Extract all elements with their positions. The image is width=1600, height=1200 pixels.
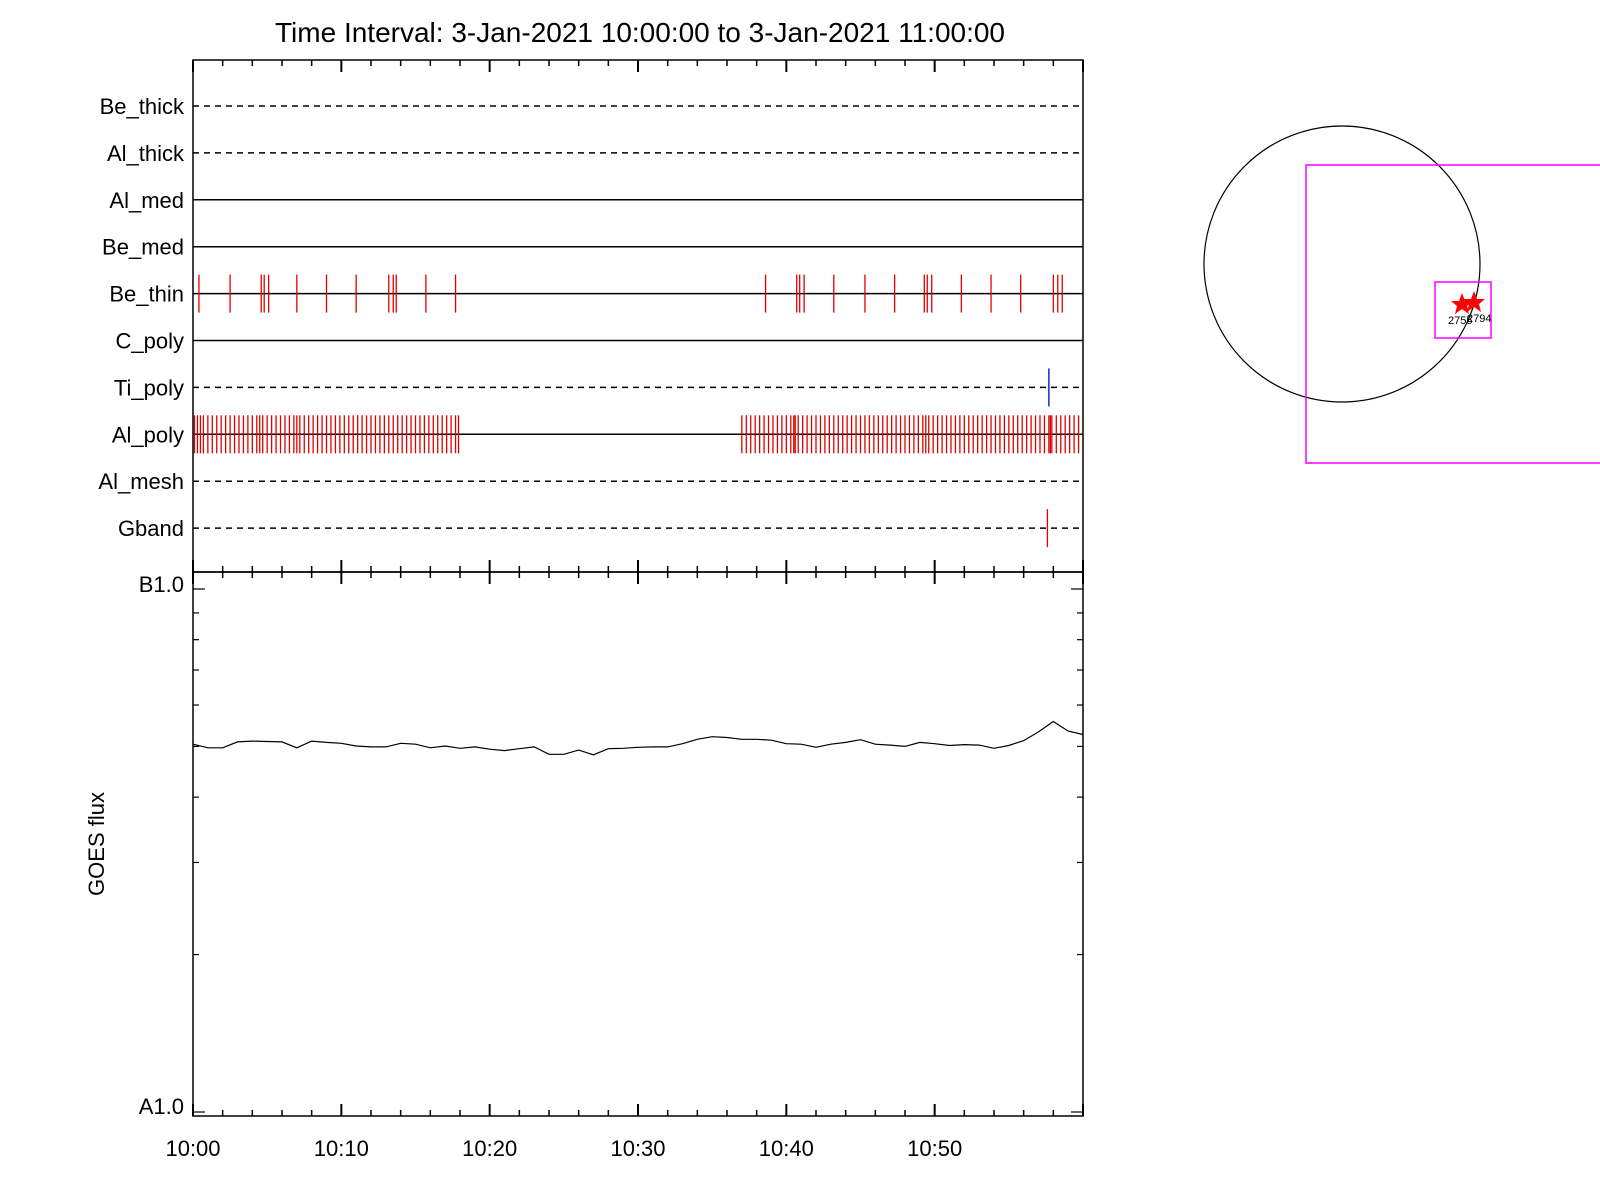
sun-map: 2755 2794 bbox=[1203, 125, 1600, 464]
channel-label: Ti_poly bbox=[114, 375, 184, 400]
x-tick-label: 10:00 bbox=[165, 1136, 220, 1161]
region-label: 2755 bbox=[1448, 315, 1472, 327]
x-tick-label: 10:30 bbox=[610, 1136, 665, 1161]
goes-flux-line bbox=[192, 720, 1084, 756]
fov-box bbox=[1305, 164, 1600, 464]
x-tick-label: 10:50 bbox=[907, 1136, 962, 1161]
region-label: 2794 bbox=[1467, 313, 1491, 325]
channel-label: Be_med bbox=[102, 235, 184, 260]
channel-label: Al_poly bbox=[112, 422, 184, 447]
channel-label: Be_thick bbox=[100, 94, 185, 119]
region-box bbox=[1434, 281, 1492, 339]
x-tick-label: 10:20 bbox=[462, 1136, 517, 1161]
channel-label: Be_thin bbox=[109, 282, 184, 307]
x-tick-label: 10:40 bbox=[759, 1136, 814, 1161]
channel-label: C_poly bbox=[116, 329, 184, 354]
goes-flux-panel: B1.0 A1.0 GOES flux 10:00 10:10 10:20 10:30… bbox=[84, 571, 1084, 1161]
x-tick-label: 10:10 bbox=[314, 1136, 369, 1161]
flare-star-icon bbox=[1451, 293, 1473, 314]
timeline-panel: Be_thick Al_thick Al_med Be_med Be_thin C_pol… bbox=[98, 59, 1084, 573]
flux-ticks bbox=[192, 572, 1084, 1116]
y-axis-label: GOES flux bbox=[84, 792, 109, 896]
channel-label: Al_thick bbox=[107, 141, 185, 166]
channel-label: Al_mesh bbox=[98, 469, 184, 494]
chart-title: Time Interval: 3-Jan-2021 10:00:00 to 3-… bbox=[275, 17, 1005, 48]
flare-star-icon bbox=[1463, 291, 1485, 312]
solar-disk bbox=[1203, 125, 1481, 403]
timeline-ticks bbox=[192, 60, 1084, 572]
x-tick-labels: 10:00 10:10 10:20 10:30 10:40 10:50 bbox=[165, 1136, 962, 1161]
timeline-channels: Be_thick Al_thick Al_med Be_med Be_thin C_pol… bbox=[98, 94, 1083, 548]
y-tick-label: B1.0 bbox=[139, 572, 184, 597]
channel-label: Gband bbox=[118, 516, 184, 541]
channel-label: Al_med bbox=[109, 188, 184, 213]
timeline-frame bbox=[192, 59, 1084, 573]
flux-frame bbox=[192, 571, 1084, 1117]
y-tick-label: A1.0 bbox=[139, 1094, 184, 1119]
